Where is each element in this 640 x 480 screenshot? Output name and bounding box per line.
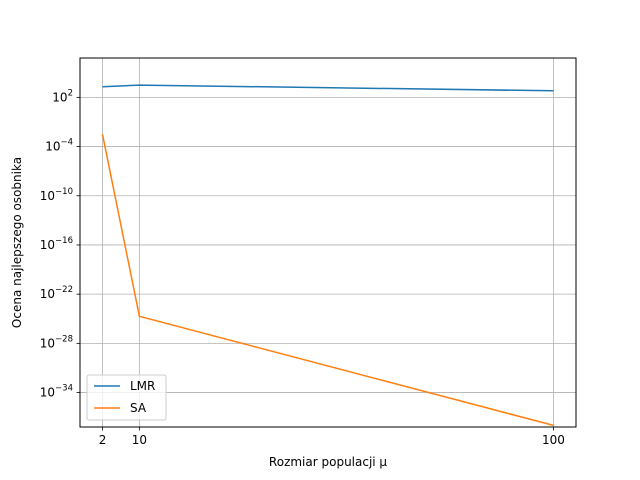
- plot-frame: [79, 57, 577, 428]
- x-tick-label: 2: [99, 433, 107, 447]
- y-tick-label: 10−10: [40, 187, 73, 203]
- x-axis-label: Rozmiar populacji μ: [269, 455, 388, 469]
- y-axis-label: Ocena najlepszego osobnika: [10, 157, 24, 328]
- series-line-lmr: [102, 84, 554, 92]
- y-tick-label: 10−22: [40, 285, 73, 301]
- y-tick-label: 10−16: [40, 236, 73, 252]
- series-line-sa: [101, 134, 554, 427]
- legend-label: SA: [130, 401, 147, 415]
- y-tick-label: 10−28: [40, 334, 73, 350]
- x-tick-label: 100: [542, 433, 565, 447]
- legend: LMR SA: [86, 374, 167, 421]
- y-tick-label: 10−4: [45, 138, 73, 154]
- legend-label: LMR: [130, 379, 155, 393]
- grid: [80, 58, 576, 427]
- x-tick-label: 10: [132, 433, 147, 447]
- y-tick-label: 10−34: [40, 384, 73, 400]
- axis-ticks: 2 10 100 102 10−4 10−10 10−16 10−22 10−28 10−34: [40, 88, 565, 447]
- y-tick-label: 102: [52, 88, 73, 104]
- series-lines: [101, 84, 554, 427]
